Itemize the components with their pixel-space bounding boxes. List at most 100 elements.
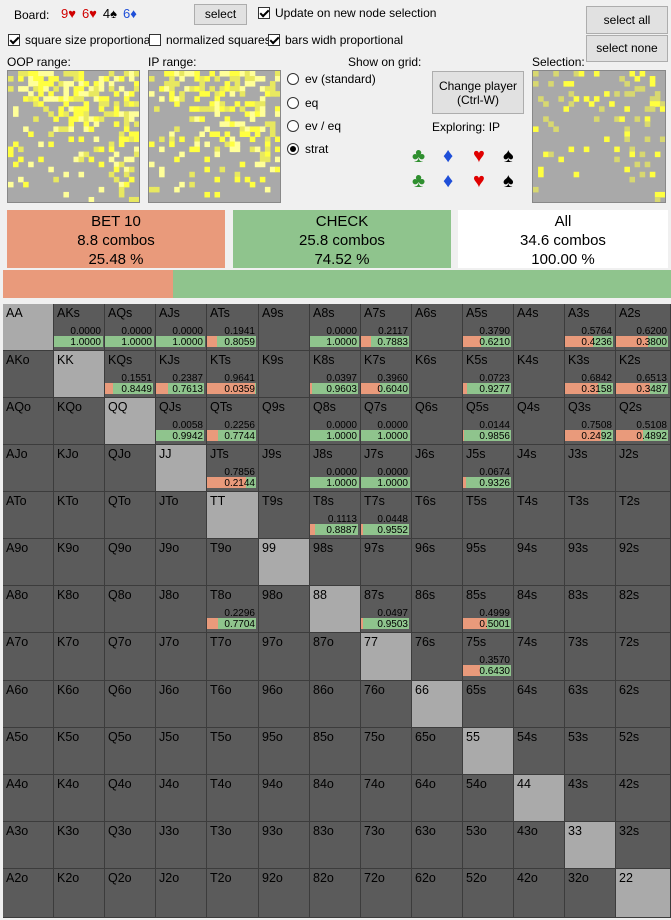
hand-cell-33[interactable]: 33	[565, 822, 616, 869]
hand-cell-63o[interactable]: 63o	[412, 822, 463, 869]
hand-cell-Q9o[interactable]: Q9o	[105, 539, 156, 586]
radio-strat[interactable]: strat	[287, 142, 328, 156]
hand-cell-Q2o[interactable]: Q2o	[105, 869, 156, 918]
diamond-icon[interactable]: ♦	[443, 170, 454, 192]
hand-cell-53s[interactable]: 53s	[565, 728, 616, 775]
hand-cell-98s[interactable]: 98s	[310, 539, 361, 586]
club-icon[interactable]: ♣	[412, 145, 426, 167]
hand-cell-44[interactable]: 44	[514, 775, 565, 822]
hand-cell-J5s[interactable]: J5s 0.0674 0.9326	[463, 445, 514, 492]
hand-cell-42s[interactable]: 42s	[616, 775, 671, 822]
ip-range-preview[interactable]	[148, 70, 281, 203]
hand-cell-KQs[interactable]: KQs 0.1551 0.8449	[105, 351, 156, 398]
hand-cell-A2s[interactable]: A2s 0.6200 0.3800	[616, 304, 671, 351]
hand-cell-J6s[interactable]: J6s	[412, 445, 463, 492]
normalized-squares-checkbox[interactable]: normalized squares	[149, 33, 271, 47]
hand-cell-K9s[interactable]: K9s	[259, 351, 310, 398]
hand-cell-75s[interactable]: 75s 0.3570 0.6430	[463, 633, 514, 681]
hand-cell-K2s[interactable]: K2s 0.6513 0.3487	[616, 351, 671, 398]
radio-ev-eq-dot[interactable]	[287, 120, 299, 132]
hand-cell-JJ[interactable]: JJ	[156, 445, 207, 492]
hand-cell-KTo[interactable]: KTo	[54, 492, 105, 539]
oop-range-preview[interactable]	[7, 70, 140, 203]
hand-cell-QTs[interactable]: QTs 0.2256 0.7744	[207, 398, 259, 445]
hand-cell-J2s[interactable]: J2s	[616, 445, 671, 492]
hand-cell-T5o[interactable]: T5o	[207, 728, 259, 775]
hand-cell-72s[interactable]: 72s	[616, 633, 671, 681]
hand-cell-92s[interactable]: 92s	[616, 539, 671, 586]
hand-cell-Q8s[interactable]: Q8s 0.0000 1.0000	[310, 398, 361, 445]
hand-cell-55[interactable]: 55	[463, 728, 514, 775]
hand-cell-77[interactable]: 77	[361, 633, 412, 681]
hand-cell-KJo[interactable]: KJo	[54, 445, 105, 492]
radio-ev-standard-dot[interactable]	[287, 73, 299, 85]
hand-cell-TT[interactable]: TT	[207, 492, 259, 539]
hand-cell-22[interactable]: 22	[616, 869, 671, 918]
hand-cell-T9s[interactable]: T9s	[259, 492, 310, 539]
hand-cell-T4o[interactable]: T4o	[207, 775, 259, 822]
hand-cell-QJo[interactable]: QJo	[105, 445, 156, 492]
hand-cell-AJo[interactable]: AJo	[3, 445, 54, 492]
hand-cell-62o[interactable]: 62o	[412, 869, 463, 918]
hand-cell-84s[interactable]: 84s	[514, 586, 565, 633]
hand-cell-T9o[interactable]: T9o	[207, 539, 259, 586]
hand-cell-T2o[interactable]: T2o	[207, 869, 259, 918]
hand-cell-83s[interactable]: 83s	[565, 586, 616, 633]
hand-cell-72o[interactable]: 72o	[361, 869, 412, 918]
hand-cell-73o[interactable]: 73o	[361, 822, 412, 869]
radio-ev-standard[interactable]: ev (standard)	[287, 72, 376, 86]
hand-cell-94o[interactable]: 94o	[259, 775, 310, 822]
hand-cell-75o[interactable]: 75o	[361, 728, 412, 775]
hand-cell-K2o[interactable]: K2o	[54, 869, 105, 918]
select-all-button[interactable]: select all	[586, 6, 668, 34]
hand-cell-A6o[interactable]: A6o	[3, 681, 54, 728]
hand-cell-65o[interactable]: 65o	[412, 728, 463, 775]
hand-cell-Q6s[interactable]: Q6s	[412, 398, 463, 445]
hand-cell-83o[interactable]: 83o	[310, 822, 361, 869]
hand-cell-K8s[interactable]: K8s 0.0397 0.9603	[310, 351, 361, 398]
hand-cell-92o[interactable]: 92o	[259, 869, 310, 918]
hand-cell-87o[interactable]: 87o	[310, 633, 361, 681]
hand-cell-T3o[interactable]: T3o	[207, 822, 259, 869]
hand-cell-93s[interactable]: 93s	[565, 539, 616, 586]
radio-ev-eq[interactable]: ev / eq	[287, 119, 341, 133]
square-size-checkbox-box[interactable]	[8, 34, 20, 46]
hand-cell-86o[interactable]: 86o	[310, 681, 361, 728]
hand-cell-K3s[interactable]: K3s 0.6842 0.3158	[565, 351, 616, 398]
hand-cell-KQo[interactable]: KQo	[54, 398, 105, 445]
hand-cell-Q8o[interactable]: Q8o	[105, 586, 156, 633]
hand-cell-AA[interactable]: AA	[3, 304, 54, 351]
hand-cell-A2o[interactable]: A2o	[3, 869, 54, 918]
hand-cell-T6o[interactable]: T6o	[207, 681, 259, 728]
hand-cell-QTo[interactable]: QTo	[105, 492, 156, 539]
hand-cell-K5o[interactable]: K5o	[54, 728, 105, 775]
hand-cell-T4s[interactable]: T4s	[514, 492, 565, 539]
hand-cell-A3s[interactable]: A3s 0.5764 0.4236	[565, 304, 616, 351]
hand-cell-Q6o[interactable]: Q6o	[105, 681, 156, 728]
hand-cell-93o[interactable]: 93o	[259, 822, 310, 869]
hand-cell-T5s[interactable]: T5s	[463, 492, 514, 539]
hand-cell-95o[interactable]: 95o	[259, 728, 310, 775]
heart-icon[interactable]: ♥	[473, 145, 485, 167]
hand-cell-K3o[interactable]: K3o	[54, 822, 105, 869]
hand-cell-74s[interactable]: 74s	[514, 633, 565, 681]
hand-cell-J8o[interactable]: J8o	[156, 586, 207, 633]
hand-cell-82o[interactable]: 82o	[310, 869, 361, 918]
spade-icon[interactable]: ♠	[503, 170, 514, 192]
hand-cell-T6s[interactable]: T6s	[412, 492, 463, 539]
hand-cell-Q2s[interactable]: Q2s 0.5108 0.4892	[616, 398, 671, 445]
hand-cell-43s[interactable]: 43s	[565, 775, 616, 822]
heart-icon[interactable]: ♥	[473, 170, 485, 192]
hand-cell-ATs[interactable]: ATs 0.1941 0.8059	[207, 304, 259, 351]
hand-cell-QJs[interactable]: QJs 0.0058 0.9942	[156, 398, 207, 445]
hand-cell-64s[interactable]: 64s	[514, 681, 565, 728]
selection-preview[interactable]	[532, 70, 666, 203]
hand-cell-42o[interactable]: 42o	[514, 869, 565, 918]
hand-cell-KJs[interactable]: KJs 0.2387 0.7613	[156, 351, 207, 398]
hand-cell-K8o[interactable]: K8o	[54, 586, 105, 633]
hand-cell-Q3s[interactable]: Q3s 0.7508 0.2492	[565, 398, 616, 445]
hand-cell-A5s[interactable]: A5s 0.3790 0.6210	[463, 304, 514, 351]
hand-cell-KK[interactable]: KK	[54, 351, 105, 398]
hand-cell-32o[interactable]: 32o	[565, 869, 616, 918]
hand-cell-84o[interactable]: 84o	[310, 775, 361, 822]
